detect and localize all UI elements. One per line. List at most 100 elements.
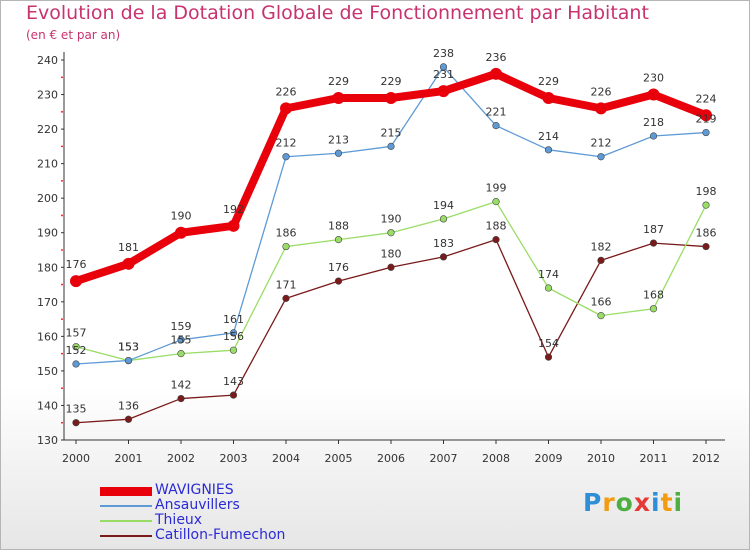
data-label: 182 xyxy=(591,240,612,253)
data-point xyxy=(542,92,555,104)
legend-label: Catillon-Fumechon xyxy=(155,527,286,543)
data-point xyxy=(229,391,238,399)
x-tick-label: 2005 xyxy=(325,452,353,465)
data-point xyxy=(492,198,500,206)
data-point xyxy=(647,88,660,101)
logo-letter: t xyxy=(660,488,674,517)
data-point xyxy=(544,284,553,292)
legend: WAVIGNIES Ansauvillers Thieux Catillon-F… xyxy=(100,483,330,543)
data-label: 183 xyxy=(433,237,454,250)
y-tick-label: 140 xyxy=(37,399,58,412)
y-minor-tick xyxy=(61,283,63,286)
data-label: 176 xyxy=(66,258,87,271)
proxiti-logo: Proxiti xyxy=(583,488,683,517)
legend-label: Thieux xyxy=(155,512,203,528)
data-label: 192 xyxy=(223,203,244,216)
data-label: 171 xyxy=(276,278,297,291)
data-label: 229 xyxy=(381,75,402,88)
y-tick-label: 150 xyxy=(37,365,58,378)
x-tick-label: 2000 xyxy=(62,452,90,465)
data-point xyxy=(649,239,658,247)
data-point xyxy=(177,350,185,358)
y-minor-tick xyxy=(61,214,63,217)
data-label: 142 xyxy=(171,379,192,392)
data-label: 181 xyxy=(118,241,139,254)
data-label: 188 xyxy=(328,220,349,233)
y-minor-tick xyxy=(61,387,63,390)
data-point xyxy=(282,153,290,161)
data-label: 152 xyxy=(66,344,87,357)
data-point xyxy=(70,275,82,288)
data-point xyxy=(334,236,343,244)
data-label: 194 xyxy=(433,199,454,212)
data-label: 199 xyxy=(486,182,507,195)
data-label: 229 xyxy=(328,75,349,88)
x-tick-label: 2002 xyxy=(167,452,195,465)
data-label: 135 xyxy=(66,403,87,416)
data-label: 190 xyxy=(381,213,402,226)
data-point xyxy=(227,219,240,232)
y-minor-tick xyxy=(61,76,63,79)
data-label: 136 xyxy=(118,399,139,412)
data-point xyxy=(387,229,395,237)
data-label: 180 xyxy=(381,247,402,260)
legend-swatch xyxy=(100,487,152,496)
data-point xyxy=(385,92,397,104)
y-minor-tick xyxy=(61,352,63,355)
data-point xyxy=(595,102,607,115)
y-tick-label: 160 xyxy=(37,330,58,343)
y-tick-label: 210 xyxy=(37,158,58,171)
x-tick-label: 2011 xyxy=(640,452,668,465)
data-point xyxy=(72,360,80,368)
y-tick-label: 240 xyxy=(37,54,58,67)
y-tick-label: 180 xyxy=(37,261,58,274)
data-label: 219 xyxy=(696,113,717,126)
data-point xyxy=(332,92,345,104)
legend-item-catillon-fumechon: Catillon-Fumechon xyxy=(100,528,330,543)
data-point xyxy=(702,201,710,209)
legend-swatch xyxy=(100,520,152,522)
legend-item-wavignies: WAVIGNIES xyxy=(100,483,330,498)
data-point xyxy=(702,128,710,137)
data-point xyxy=(280,102,292,115)
x-tick-label: 2012 xyxy=(692,452,720,465)
data-point xyxy=(334,277,343,285)
x-tick-label: 2010 xyxy=(587,452,615,465)
chart-title: Evolution de la Dotation Globale de Fonc… xyxy=(26,2,649,24)
data-label: 153 xyxy=(118,341,139,354)
data-label: 236 xyxy=(486,51,507,64)
logo-letter: r xyxy=(602,488,616,517)
data-label: 213 xyxy=(328,133,349,146)
data-label: 198 xyxy=(696,185,717,198)
data-point xyxy=(334,149,343,157)
data-point xyxy=(597,256,605,264)
data-point xyxy=(124,356,133,365)
data-label: 154 xyxy=(538,337,559,350)
data-point xyxy=(387,142,395,150)
y-minor-tick xyxy=(61,110,63,113)
y-tick-label: 220 xyxy=(37,123,58,136)
y-minor-tick xyxy=(61,318,63,320)
data-point xyxy=(72,343,80,351)
x-tick-label: 2009 xyxy=(535,452,563,465)
data-point xyxy=(700,109,712,122)
chart-subtitle: (en € et par an) xyxy=(26,28,121,42)
y-tick-label: 190 xyxy=(37,227,58,240)
data-label: 143 xyxy=(223,375,244,388)
legend-swatch xyxy=(100,535,152,537)
logo-letter: o xyxy=(615,488,634,517)
data-point xyxy=(544,353,553,361)
data-point xyxy=(597,153,605,161)
data-point xyxy=(649,305,658,313)
x-tick-label: 2004 xyxy=(272,452,300,465)
legend-item-ansauvillers: Ansauvillers xyxy=(100,498,330,513)
data-point xyxy=(177,394,185,403)
data-label: 174 xyxy=(538,268,559,281)
logo-letter: P xyxy=(583,488,603,517)
data-label: 168 xyxy=(643,289,664,302)
data-point xyxy=(439,63,448,71)
data-point xyxy=(282,294,290,302)
data-label: 187 xyxy=(643,223,664,236)
